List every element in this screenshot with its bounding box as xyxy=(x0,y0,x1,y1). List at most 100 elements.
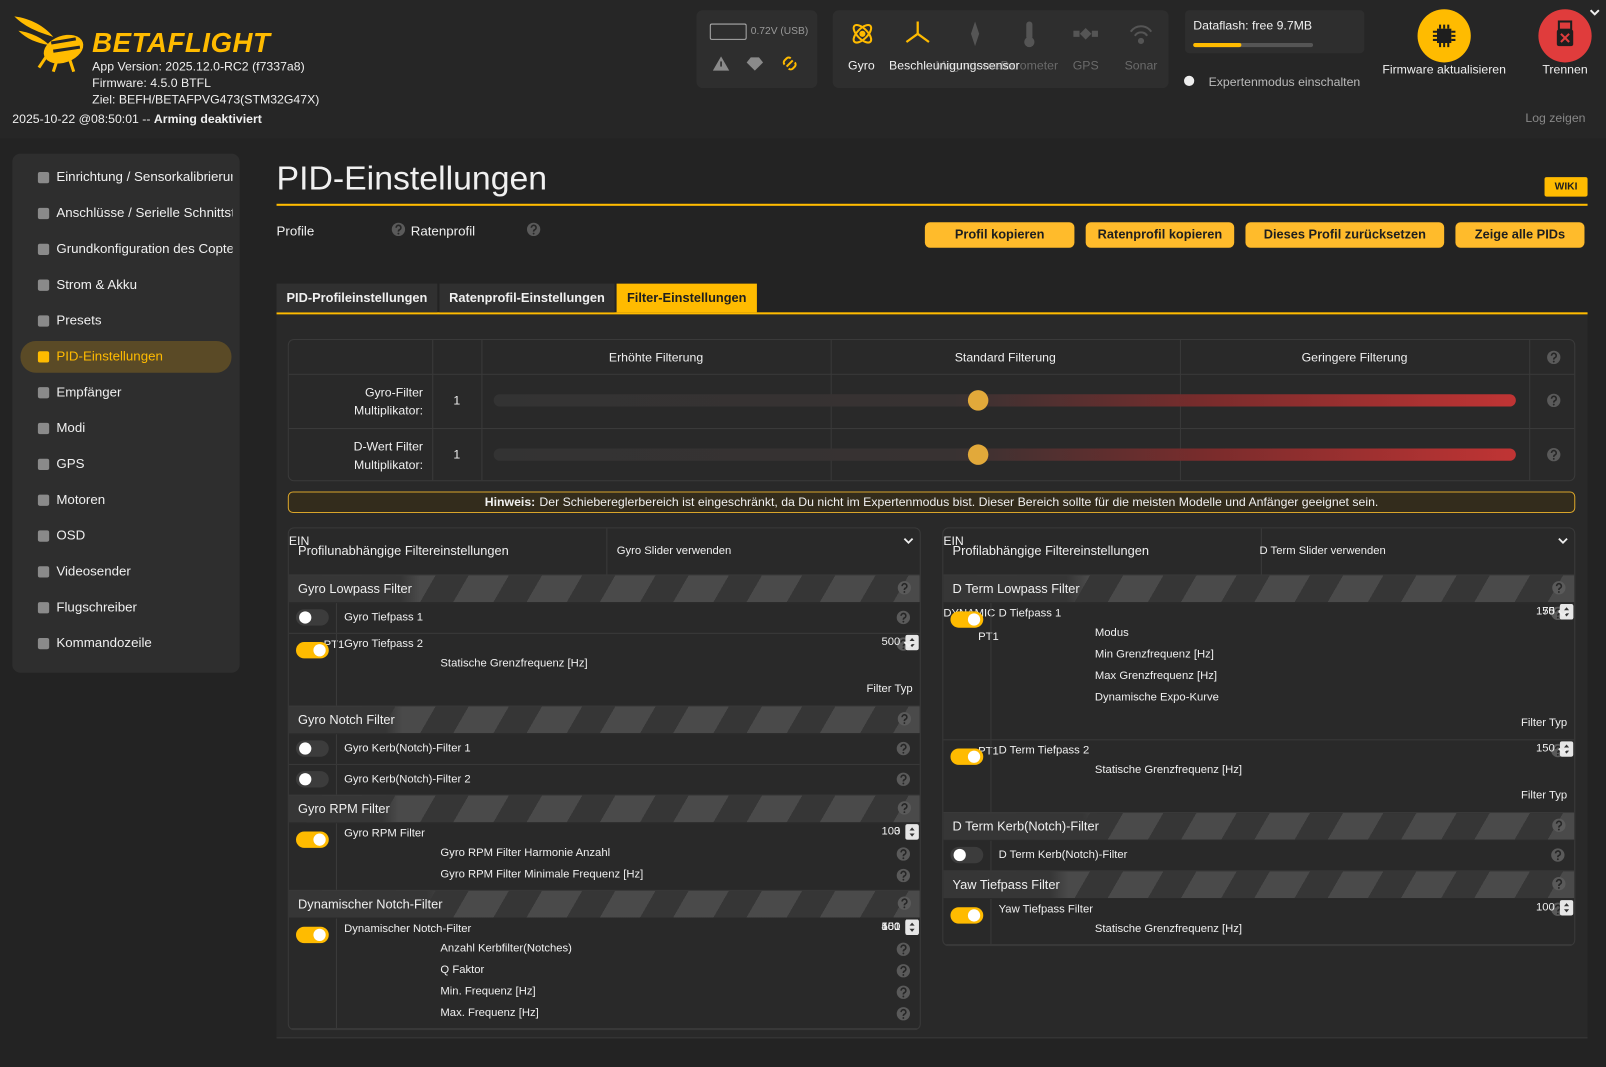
field-label: Gyro RPM Filter Harmonie Anzahl xyxy=(440,846,611,860)
item-name: Gyro Kerb(Notch)-Filter 2 xyxy=(344,773,471,786)
toggle[interactable] xyxy=(950,907,984,924)
field-label: Anzahl Kerbfilter(Notches) xyxy=(440,942,572,955)
sidebar-item[interactable]: Kommandozeile xyxy=(56,634,152,651)
slider-toggle-select[interactable]: EIN xyxy=(943,528,1568,555)
sidebar-icon xyxy=(37,386,50,399)
section-title: D Term Lowpass Filter xyxy=(943,575,1088,603)
toggle[interactable] xyxy=(296,740,329,757)
slider-track[interactable] xyxy=(493,448,1516,461)
help-icon[interactable] xyxy=(896,1007,911,1021)
toggle[interactable] xyxy=(296,609,329,626)
icon-glyph xyxy=(37,243,50,255)
help-icon[interactable] xyxy=(896,942,911,956)
chevron xyxy=(903,537,914,545)
help-icon[interactable] xyxy=(1547,393,1561,408)
log-link[interactable]: Log zeigen xyxy=(1525,110,1586,125)
toggle[interactable] xyxy=(296,926,329,944)
number-value: 3 xyxy=(894,825,901,838)
sensor-box xyxy=(832,10,1169,89)
filter-type-select[interactable]: PT1 xyxy=(289,634,914,659)
target: Ziel: BEFH/BETAFPVG473(STM32G47X) xyxy=(92,92,320,107)
help-icon[interactable] xyxy=(896,847,911,861)
row-border xyxy=(288,428,1575,430)
tab[interactable]: Filter-Einstellungen xyxy=(616,283,757,313)
help xyxy=(526,222,541,237)
action-button[interactable]: Zeige alle PIDs xyxy=(1455,222,1585,248)
sidebar-item[interactable]: Anschlüsse / Serielle Schnittstellen xyxy=(56,204,232,221)
help xyxy=(896,964,911,978)
sidebar-item[interactable]: Modi xyxy=(56,419,86,436)
toggle[interactable] xyxy=(296,831,329,848)
sidebar-item[interactable]: Grundkonfiguration des Copters xyxy=(56,240,233,256)
number-value: 400 xyxy=(881,920,901,933)
sidebar-item[interactable]: GPS xyxy=(56,455,85,472)
help-icon[interactable] xyxy=(1552,581,1566,595)
sidebar-item[interactable]: Presets xyxy=(56,312,102,328)
toggle[interactable] xyxy=(950,748,984,765)
help-icon[interactable] xyxy=(526,222,541,237)
toggle[interactable] xyxy=(950,611,984,628)
help-icon[interactable] xyxy=(1552,877,1566,891)
help-icon[interactable] xyxy=(897,896,912,910)
slider-knob[interactable] xyxy=(967,444,989,465)
toggle[interactable] xyxy=(296,642,329,659)
sidebar-item[interactable]: OSD xyxy=(56,527,86,543)
help xyxy=(1547,393,1561,408)
filter-type-select[interactable]: PT1 xyxy=(943,610,1568,651)
chevron xyxy=(1558,537,1568,545)
panel-title: Profilabhängige Filtereinstellungen xyxy=(952,543,1149,559)
sidebar-item[interactable]: Motoren xyxy=(56,491,106,507)
profile-label: Profile xyxy=(276,223,315,239)
toggle[interactable] xyxy=(296,771,329,788)
sidebar-item[interactable]: Flugschreiber xyxy=(56,599,138,615)
chevron xyxy=(1558,610,1568,617)
sidebar-icon xyxy=(37,207,50,220)
filter-item: Dynamischer Notch-Filter 1 Anzahl Kerbfilt… xyxy=(288,918,920,1030)
firmware-label: Firmware aktualisieren xyxy=(1382,62,1506,77)
sidebar-item[interactable]: Strom & Akku xyxy=(56,276,137,292)
help-icon[interactable] xyxy=(896,772,911,786)
field-label: Gyro RPM Filter Minimale Frequenz [Hz] xyxy=(440,868,644,881)
help-icon[interactable] xyxy=(896,964,911,978)
sidebar-item[interactable]: Einrichtung / Sensorkalibrierung xyxy=(56,168,233,185)
help-icon[interactable] xyxy=(896,868,911,883)
action-button[interactable]: Dieses Profil zurücksetzen xyxy=(1245,222,1445,248)
item-name: Gyro Tiefpass 1 xyxy=(344,611,424,624)
number-value: 150 xyxy=(1535,742,1555,755)
slider-knob[interactable] xyxy=(967,390,989,411)
help-icon[interactable] xyxy=(1551,848,1565,862)
help-icon[interactable] xyxy=(1547,350,1561,365)
slider-toggle-label: Gyro Slider verwenden xyxy=(616,544,732,558)
icon-glyph xyxy=(37,530,50,542)
filter-type-select[interactable]: PT1 xyxy=(943,740,1568,765)
field-label: Min. Frequenz [Hz] xyxy=(440,985,536,998)
panel-divider xyxy=(606,528,608,575)
help-icon[interactable] xyxy=(896,610,911,625)
wiki-badge[interactable]: WIKI xyxy=(1544,177,1588,197)
help-icon[interactable] xyxy=(896,741,911,756)
action-button[interactable]: Profil kopieren xyxy=(924,222,1075,248)
slider-toggle-select[interactable]: EIN xyxy=(289,528,914,555)
toggle[interactable] xyxy=(950,846,984,864)
sidebar-item[interactable]: Videosender xyxy=(56,563,131,579)
section-header: Dynamischer Notch-Filter xyxy=(288,890,920,919)
sidebar-icon xyxy=(37,601,50,614)
help-icon[interactable] xyxy=(1552,818,1566,832)
help-icon[interactable] xyxy=(897,801,912,815)
slider-track[interactable] xyxy=(493,394,1516,407)
sidebar-item[interactable]: Empfänger xyxy=(56,383,122,400)
sidebar-item[interactable]: PID-Einstellungen xyxy=(56,348,163,364)
filter-type-label: Filter Typ xyxy=(1520,716,1568,730)
expert-toggle[interactable] xyxy=(1184,75,1195,87)
action-button[interactable]: Ratenprofil kopieren xyxy=(1085,222,1235,248)
tab[interactable]: Ratenprofil-Einstellungen xyxy=(439,283,615,313)
help-icon[interactable] xyxy=(897,581,912,595)
field-label: Q Faktor xyxy=(440,963,485,976)
help-icon[interactable] xyxy=(896,985,911,999)
help-icon[interactable] xyxy=(391,222,406,237)
tab[interactable]: PID-Profileinstellungen xyxy=(276,283,438,313)
help-icon[interactable] xyxy=(897,712,912,726)
toggle-knob xyxy=(953,848,966,862)
toggle-column xyxy=(289,603,337,633)
help-icon[interactable] xyxy=(1547,447,1561,462)
